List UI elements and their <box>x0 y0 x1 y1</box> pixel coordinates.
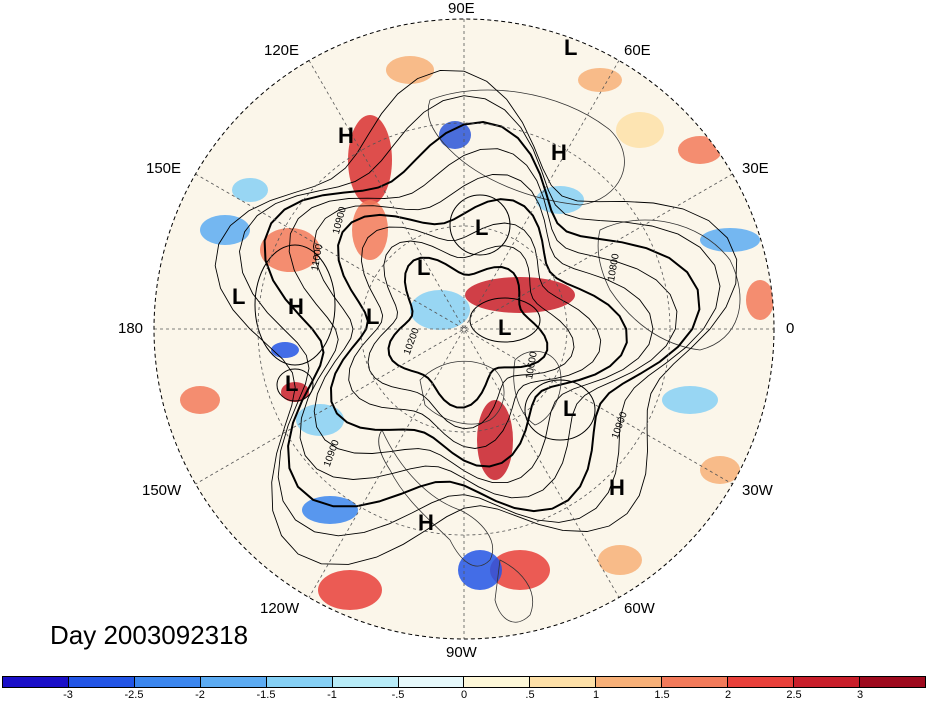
pressure-center-low: L <box>563 396 577 421</box>
lon-label-60e: 60E <box>624 42 651 59</box>
pressure-center-low: L <box>285 371 299 396</box>
colorbar-segment <box>464 677 531 687</box>
pressure-center-low: L <box>417 255 431 280</box>
lon-label-30e: 30E <box>742 160 769 177</box>
colorbar-segment <box>398 677 465 687</box>
anomaly-patch <box>746 280 774 320</box>
colorbar-segment <box>134 677 201 687</box>
anomaly-patch <box>281 382 309 402</box>
lon-label-60w: 60W <box>624 600 655 617</box>
colorbar-tick-label: -2.5 <box>124 689 144 701</box>
closed-contour <box>254 244 336 366</box>
pressure-center-high: H <box>338 123 354 148</box>
colorbar-tick-label: -.5 <box>391 689 405 701</box>
pressure-center-high: H <box>288 294 304 319</box>
lon-label-0: 0 <box>786 320 795 337</box>
anomaly-patch <box>180 386 220 414</box>
colorbar <box>2 676 926 688</box>
colorbar-segment <box>3 677 69 687</box>
anomaly-patch <box>232 178 268 202</box>
anomaly-patch <box>352 200 388 260</box>
colorbar-tick-label: 0 <box>460 689 468 701</box>
colorbar-segment <box>728 677 795 687</box>
graticule <box>154 19 774 639</box>
lon-label-120w: 120W <box>260 600 300 617</box>
anomaly-patch <box>271 342 299 358</box>
pressure-center-high: H <box>609 475 625 500</box>
lon-label-90e: 90E <box>448 0 475 17</box>
colorbar-segment <box>596 677 663 687</box>
anomaly-patch <box>458 550 502 590</box>
anomaly-patch <box>318 570 382 610</box>
pressure-center-low: L <box>564 35 578 60</box>
map-boundary <box>153 18 775 640</box>
anomaly-patch <box>490 550 550 590</box>
height-contour <box>387 256 549 409</box>
colorbar-segment <box>530 677 597 687</box>
lon-label-90w: 90W <box>446 644 477 661</box>
colorbar-tick-labels: -3 -2.5 -2 -1.5 -1 -.5 0 .5 1 1.5 2 2.5 3 <box>2 689 926 702</box>
colorbar-tick-label: 3 <box>856 689 864 701</box>
closed-contour <box>469 297 541 343</box>
colorbar-segment <box>266 677 333 687</box>
anomaly-patch <box>616 112 664 148</box>
pressure-center-low: L <box>498 315 512 340</box>
colorbar-tick-label: 1 <box>592 689 600 701</box>
pressure-center-low: L <box>232 284 246 309</box>
anomaly-patch <box>700 456 740 484</box>
lon-label-150w: 150W <box>142 482 182 499</box>
map-background <box>154 19 774 639</box>
colorbar-segment <box>68 677 135 687</box>
anomaly-patch <box>302 496 358 524</box>
height-contour <box>367 240 575 430</box>
anomaly-patch <box>578 68 622 92</box>
colorbar-segment <box>200 677 267 687</box>
colorbar-tick-label: -1.5 <box>256 689 276 701</box>
pressure-center-high: H <box>551 140 567 165</box>
anomaly-patch <box>678 136 722 164</box>
colorbar-tick-label: .5 <box>525 689 535 701</box>
anomaly-patch <box>348 115 392 205</box>
colorbar-segment <box>332 677 399 687</box>
lon-label-150e: 150E <box>146 160 182 177</box>
closed-contour <box>524 379 596 441</box>
colorbar-segment <box>662 677 729 687</box>
map-title: Day 2003092318 <box>50 620 249 650</box>
height-contour <box>239 95 721 537</box>
anomaly-patch <box>260 228 320 272</box>
anomaly-patch <box>386 56 434 84</box>
pressure-center-low: L <box>475 215 489 240</box>
lon-label-30w: 30W <box>742 482 773 499</box>
pressure-center-low: L <box>366 304 380 329</box>
colorbar-segment <box>859 677 925 687</box>
anomaly-patch <box>662 386 718 414</box>
anomaly-patch <box>296 404 344 436</box>
closed-contour <box>276 368 314 402</box>
anomaly-patch <box>598 545 642 575</box>
anomaly-patch <box>700 228 760 252</box>
colorbar-tick-label: -1 <box>327 689 337 701</box>
anomaly-patch <box>536 186 584 214</box>
colorbar-tick-label: -2 <box>195 689 205 701</box>
pressure-center-high: H <box>418 510 434 535</box>
lon-label-180: 180 <box>118 320 144 337</box>
colorbar-segment <box>794 677 860 687</box>
colorbar-tick-label: 2 <box>724 689 732 701</box>
lon-label-120e: 120E <box>264 42 300 59</box>
closed-contour <box>449 194 511 256</box>
colorbar-tick-label: 2.5 <box>786 689 802 701</box>
colorbar-tick-label: -3 <box>63 689 73 701</box>
anomaly-patch <box>410 290 470 330</box>
anomaly-patch <box>200 215 250 245</box>
colorbar-tick-label: 1.5 <box>654 689 670 701</box>
anomaly-patch <box>439 121 471 149</box>
